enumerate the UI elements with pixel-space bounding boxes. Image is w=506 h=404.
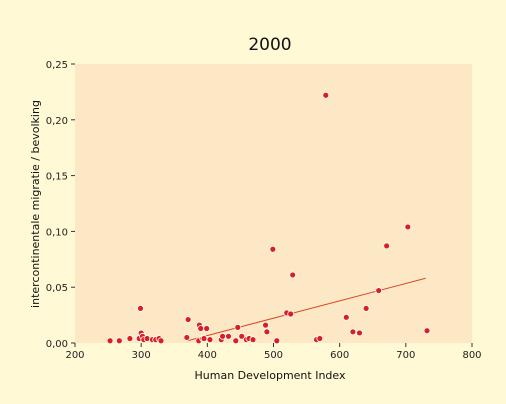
y-tick-label: 0,25 [46,60,68,71]
data-point [322,91,330,99]
data-point [263,328,271,336]
y-axis-label: intercontinentale migratie / bevolking [29,100,42,308]
x-axis-label: Human Development Index [195,369,346,382]
data-point [206,336,214,344]
data-point [238,332,246,340]
data-point [219,332,226,340]
y-tick-label: 0,00 [46,339,68,350]
plot-area [75,64,472,343]
data-points [106,91,431,345]
x-tick-label: 500 [264,350,283,361]
data-point [225,332,232,340]
data-point [232,337,240,345]
trendline-layer [187,277,426,342]
data-point [342,313,350,321]
data-point [375,287,383,294]
data-point [126,335,134,342]
data-point [349,328,357,336]
x-tick-label: 200 [65,350,84,361]
y-tick-label: 0,20 [46,116,68,127]
x-tick-label: 700 [396,350,415,361]
data-point [423,327,431,335]
x-tick-label: 600 [330,350,349,361]
data-point [115,337,123,345]
data-point [157,337,165,345]
data-point [183,334,191,341]
x-tick-label: 400 [198,350,217,361]
data-point [273,337,281,345]
data-point [234,323,242,331]
y-tick-label: 0,10 [46,227,68,238]
y-tick-label: 0,05 [46,283,68,294]
data-point [383,242,391,250]
x-axis-ticks: 200 300 400 500 600 700 800 [65,343,482,361]
y-tick-label: 0,15 [46,172,68,183]
data-point [106,337,114,345]
data-point [287,310,295,318]
data-point [197,325,205,332]
data-point [316,335,324,342]
x-tick-label: 300 [132,350,151,361]
trendline [187,277,426,342]
data-point [404,223,412,231]
data-point [362,305,370,312]
data-point [356,329,363,337]
data-point [249,336,257,344]
data-point [269,245,277,253]
x-tick-label: 800 [462,350,481,361]
data-point [203,325,211,332]
data-point [137,305,144,312]
data-point [289,271,297,279]
chart-title: 2000 [248,35,291,55]
data-point [200,335,208,342]
y-axis-ticks: 0,00 0,05 0,10 0,15 0,20 0,25 [46,60,75,350]
data-point [184,316,192,323]
data-point [262,321,269,329]
